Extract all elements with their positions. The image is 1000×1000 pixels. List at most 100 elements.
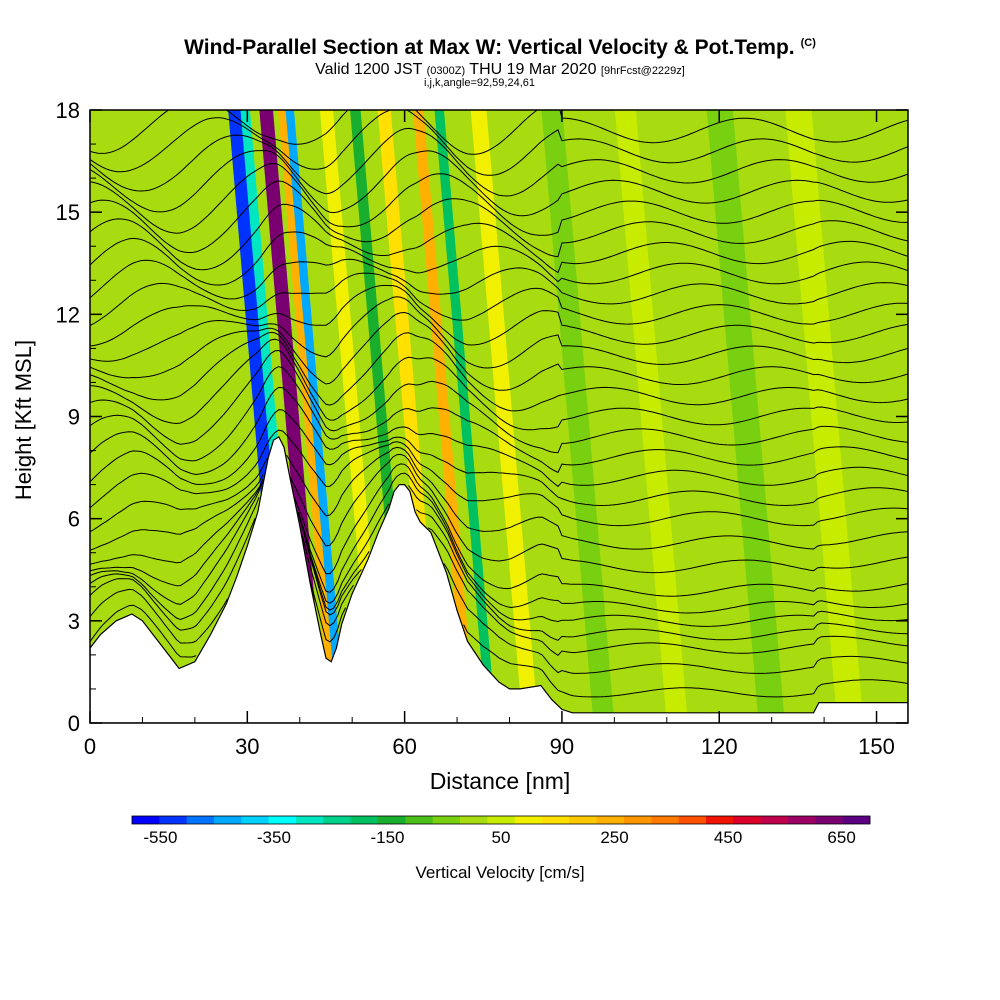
valid-prefix: Valid 1200 JST	[315, 61, 423, 78]
theta-contour-15	[90, 331, 908, 412]
theta-contour-26	[90, 127, 908, 197]
theta-contour-14	[90, 338, 908, 431]
colorbar-swatch	[405, 816, 433, 824]
y-tick-label: 15	[56, 200, 80, 225]
theta-contour-16	[90, 311, 908, 391]
colorbar-swatch	[842, 816, 871, 824]
colorbar-tick-label: -150	[370, 828, 404, 847]
x-tick-label: 150	[858, 734, 895, 759]
colorbar-swatch	[268, 816, 297, 824]
theta-contour-25	[90, 149, 908, 217]
colorbar-swatch	[514, 816, 543, 824]
colorbar-tick-label: -350	[257, 828, 291, 847]
terrain-profile	[90, 436, 908, 723]
colorbar-swatch	[569, 816, 597, 824]
colorbar-swatch	[542, 816, 570, 824]
colorbar-tick-label: 50	[492, 828, 511, 847]
colorbar-swatch	[432, 816, 461, 824]
colorbar-swatch	[596, 816, 625, 824]
chart-title: Wind-Parallel Section at Max W: Vertical…	[0, 36, 1000, 60]
copyright-mark: (C)	[800, 37, 816, 49]
colorbar-swatch	[788, 816, 816, 824]
y-axis-label: Height [Kft MSL]	[11, 339, 36, 501]
velocity-band-14	[785, 110, 864, 723]
colorbar-swatch	[378, 816, 406, 824]
theta-contour-8	[90, 446, 908, 550]
colorbar-swatch	[323, 816, 351, 824]
colorbar-swatch	[651, 816, 679, 824]
chart-title-text: Wind-Parallel Section at Max W: Vertical…	[184, 36, 795, 59]
theta-contour-27	[90, 110, 908, 176]
colorbar-swatch	[132, 816, 160, 824]
colorbar-label: Vertical Velocity [cm/s]	[415, 863, 585, 882]
colorbar-tick-label: -550	[143, 828, 177, 847]
colorbar-swatch	[186, 816, 215, 824]
grid-indices: i,j,k,angle=92,59,24,61	[424, 77, 536, 89]
theta-contour-4	[90, 480, 908, 627]
colorbar-swatch	[159, 816, 187, 824]
colorbar-swatch	[733, 816, 761, 824]
x-tick-label: 0	[84, 734, 96, 759]
colorbar-swatch	[350, 816, 379, 824]
y-tick-label: 18	[56, 98, 80, 123]
theta-contour-20	[90, 258, 908, 305]
colorbar-tick-label: 650	[827, 828, 855, 847]
colorbar-tick-label: 450	[714, 828, 742, 847]
x-tick-label: 120	[701, 734, 738, 759]
velocity-band-8	[413, 110, 476, 723]
colorbar-swatch	[815, 816, 843, 824]
theta-contour-3	[90, 497, 908, 641]
colorbar-swatch	[214, 816, 242, 824]
colorbar-swatch	[760, 816, 789, 824]
theta-contour-10	[90, 409, 908, 507]
theta-contour-17	[90, 296, 908, 369]
colorbar-swatch	[296, 816, 324, 824]
x-tick-label: 90	[550, 734, 574, 759]
y-tick-label: 6	[68, 507, 80, 532]
velocity-band-3	[277, 110, 338, 723]
velocity-band-10	[470, 110, 539, 723]
theta-contour-5	[90, 472, 908, 614]
theta-contour-18	[90, 284, 908, 347]
theta-contour-21	[90, 231, 908, 286]
theta-contour-24	[90, 163, 908, 236]
y-tick-label: 9	[68, 405, 80, 430]
valid-date: THU 19 Mar 2020	[469, 61, 597, 78]
velocity-band-9	[434, 110, 496, 723]
theta-contour-6	[90, 463, 908, 597]
theta-contour-22	[90, 203, 908, 274]
x-tick-label: 30	[235, 734, 259, 759]
colorbar-frame	[131, 815, 871, 825]
y-tick-label: 3	[68, 609, 80, 634]
velocity-band-12	[614, 110, 688, 723]
y-tick-label: 0	[68, 711, 80, 736]
colorbar-swatch	[624, 816, 652, 824]
colorbar-tick-label: 250	[600, 828, 628, 847]
x-tick-label: 60	[392, 734, 416, 759]
colorbar-swatch	[241, 816, 269, 824]
colorbar-swatch	[678, 816, 707, 824]
theta-contour-12	[90, 366, 908, 474]
theta-contour-9	[90, 429, 908, 527]
plot-area	[90, 110, 908, 723]
valid-utc: (0300Z)	[426, 65, 466, 77]
forecast-info: [9hrFcst@2229z]	[600, 65, 685, 77]
theta-contour-23	[90, 180, 908, 258]
theta-contour-19	[90, 272, 908, 327]
y-tick-label: 12	[56, 302, 80, 327]
colorbar-swatch	[706, 816, 734, 824]
velocity-band-13	[706, 110, 785, 723]
colorbar-swatch	[460, 816, 488, 824]
colorbar-swatch	[487, 816, 515, 824]
theta-contour-7	[90, 453, 908, 574]
velocity-band-2	[259, 110, 325, 723]
theta-contour-0	[90, 580, 908, 698]
theta-contour-11	[90, 386, 908, 488]
theta-contour-28	[90, 110, 908, 155]
theta-contour-1	[90, 535, 908, 674]
theta-contour-2	[90, 513, 908, 656]
valid-time-line: Valid 1200 JST (0300Z) THU 19 Mar 2020 […	[0, 61, 1000, 79]
theta-contour-13	[90, 349, 908, 454]
